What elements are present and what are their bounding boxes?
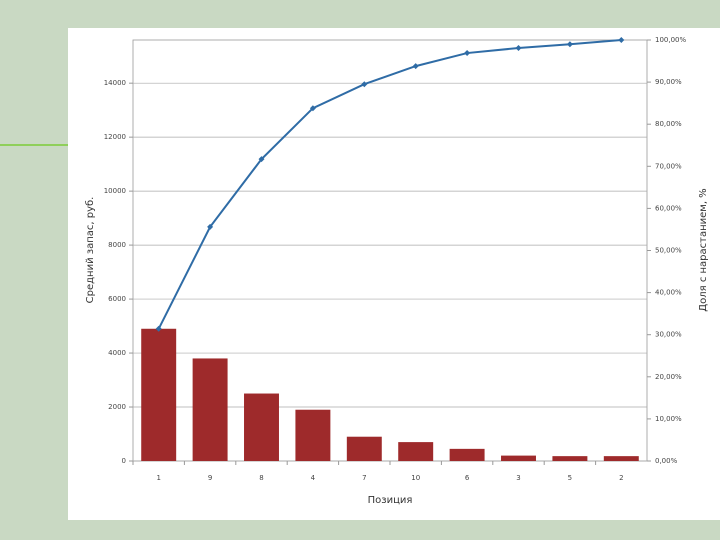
bar [449,448,485,461]
y2-tick-label: 20,00% [655,373,682,381]
x-tick-label: 9 [208,474,212,482]
y-axis-title: Средний запас, руб. [85,197,96,304]
line-marker [515,44,522,51]
x-tick-label: 4 [311,474,316,482]
y-tick-label: 8000 [108,241,126,249]
line-marker [464,50,471,57]
y-tick-label: 2000 [108,403,126,411]
x-tick-label: 2 [619,474,623,482]
x-axis-title: Позиция [368,495,413,506]
y2-tick-label: 30,00% [655,331,682,339]
bar [398,442,434,461]
line-marker [258,156,265,163]
y-tick-label: 4000 [108,349,126,357]
y2-tick-label: 60,00% [655,204,682,212]
y-tick-label: 12000 [104,133,126,141]
y2-tick-label: 100,00% [655,36,686,44]
y2-tick-label: 80,00% [655,120,682,128]
bar [192,358,228,461]
y2-tick-label: 90,00% [655,78,682,86]
line-marker [412,63,419,70]
x-tick-label: 1 [156,474,160,482]
bar [603,456,639,461]
x-tick-label: 8 [259,474,263,482]
line-marker [207,223,214,230]
x-tick-label: 5 [568,474,572,482]
line-marker [618,37,625,43]
line-marker [361,81,368,88]
bar [501,455,536,461]
line-marker [155,325,162,332]
x-tick-label: 10 [411,474,420,482]
x-tick-label: 3 [516,474,520,482]
line-marker [566,41,573,48]
y2-tick-label: 40,00% [655,289,682,297]
y2-tick-label: 10,00% [655,415,682,423]
y2-tick-label: 50,00% [655,247,682,255]
bar [141,328,177,461]
x-tick-label: 6 [465,474,470,482]
y-tick-label: 14000 [104,79,126,87]
y2-axis-title: Доля с нарастанием, % [698,188,709,311]
y-tick-label: 6000 [108,295,126,303]
y2-tick-label: 0,00% [655,457,678,465]
line [157,39,622,330]
bar [244,393,279,461]
x-tick-label: 7 [362,474,366,482]
y2-tick-label: 70,00% [655,162,682,170]
bar [295,409,331,461]
y-tick-label: 10000 [104,187,126,195]
bar [552,456,588,461]
line-marker [309,105,316,112]
bar [346,436,382,461]
y-tick-label: 0 [122,457,126,465]
chart-panel [68,28,720,520]
